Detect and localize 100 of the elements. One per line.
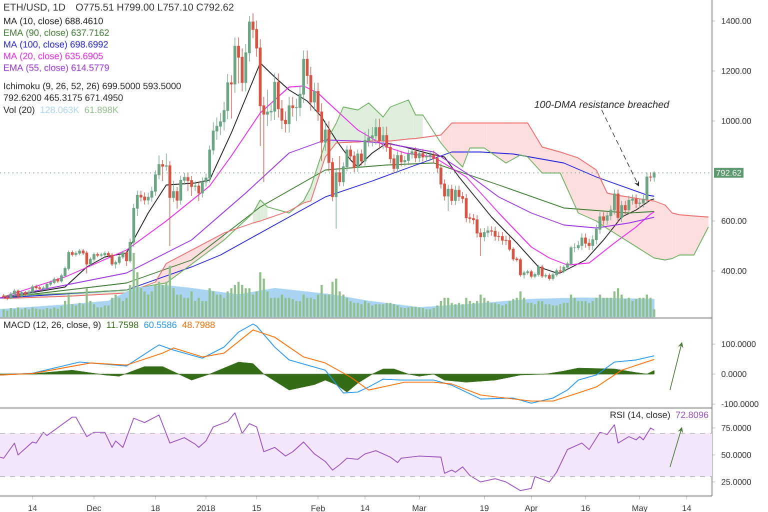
bar xyxy=(104,305,106,317)
bar xyxy=(208,288,211,317)
bar xyxy=(472,302,475,317)
bar xyxy=(118,298,120,317)
candlestick xyxy=(540,264,544,278)
text: 11.7598 xyxy=(106,322,138,328)
candlestick xyxy=(172,180,175,202)
candlestick xyxy=(378,118,381,150)
candlestick xyxy=(110,252,114,266)
y-tick-label: 1400.00 xyxy=(722,18,752,24)
y-tick-label: 1200.00 xyxy=(722,68,752,74)
bar xyxy=(302,294,305,317)
bar xyxy=(508,300,511,317)
bar xyxy=(219,294,222,317)
bar xyxy=(631,300,634,317)
bar xyxy=(78,302,81,317)
bar xyxy=(559,304,562,317)
bar xyxy=(454,304,456,317)
bar xyxy=(50,308,52,317)
bar xyxy=(498,304,500,317)
candlestick xyxy=(168,160,172,246)
bar xyxy=(180,294,182,317)
x-tick-label: 15 xyxy=(252,505,261,512)
y-tick-label: 400.00 xyxy=(721,268,746,274)
candlestick xyxy=(194,181,197,192)
bar xyxy=(16,307,20,317)
candlestick xyxy=(620,200,624,222)
y-tick-label: 50.0000 xyxy=(722,452,752,458)
bar xyxy=(31,307,34,317)
text: 61.898K xyxy=(84,106,118,114)
candlestick xyxy=(197,181,200,202)
bar xyxy=(216,294,218,317)
bar xyxy=(552,305,554,317)
candlestick xyxy=(634,194,638,208)
candlestick xyxy=(92,252,96,262)
x-tick-label: 14 xyxy=(28,505,37,511)
bar xyxy=(35,308,38,317)
y-tick-label: 25.0000 xyxy=(722,479,752,485)
bar xyxy=(96,307,99,317)
x-tick-label: 18 xyxy=(151,505,160,512)
bar xyxy=(198,298,200,317)
candlestick xyxy=(570,245,572,266)
bar xyxy=(386,302,388,317)
candlestick xyxy=(24,290,27,297)
bar xyxy=(360,304,363,317)
bar xyxy=(414,306,417,317)
bar xyxy=(212,291,214,317)
candlestick xyxy=(338,156,342,187)
bar xyxy=(584,300,587,317)
bar xyxy=(534,304,536,317)
bar xyxy=(53,307,56,317)
bar xyxy=(544,304,547,317)
candlestick xyxy=(537,264,540,277)
candlestick xyxy=(291,96,294,117)
candlestick xyxy=(382,126,385,150)
text: MA (10, close) 688.4610 xyxy=(4,18,103,26)
bar xyxy=(143,291,146,317)
bar xyxy=(646,294,648,317)
candlestick xyxy=(288,96,291,133)
candlestick xyxy=(418,148,421,163)
candlestick xyxy=(458,185,460,202)
bar xyxy=(259,272,262,317)
bar xyxy=(10,308,12,317)
bar xyxy=(530,302,532,317)
candlestick xyxy=(406,149,410,166)
bar xyxy=(519,291,522,317)
candlestick xyxy=(522,270,526,279)
candlestick xyxy=(234,37,236,94)
bar xyxy=(404,308,406,317)
bar xyxy=(42,309,44,317)
candlestick xyxy=(9,292,12,300)
candlestick xyxy=(103,251,106,258)
bar xyxy=(122,300,124,317)
bar xyxy=(574,298,576,317)
bar xyxy=(295,300,298,317)
candlestick xyxy=(125,250,128,266)
bar xyxy=(562,302,565,317)
candlestick xyxy=(646,172,648,204)
y-tick-label: -100.0000 xyxy=(722,401,758,408)
bar xyxy=(368,302,370,317)
bar xyxy=(288,298,290,317)
x-tick-label: Feb xyxy=(312,505,325,512)
bar xyxy=(292,299,294,317)
chart-title: MACD (12, 26, close, 9) xyxy=(4,321,101,330)
bar xyxy=(132,252,135,317)
candlestick xyxy=(544,273,548,278)
candlestick xyxy=(313,82,316,112)
y-tick-label: 600.00 xyxy=(722,218,746,224)
bar xyxy=(649,298,652,317)
candlestick xyxy=(100,252,103,258)
candlestick xyxy=(161,160,164,182)
candlestick xyxy=(482,228,486,242)
bar xyxy=(465,298,468,317)
candlestick xyxy=(421,148,424,162)
candlestick xyxy=(70,250,74,257)
candlestick xyxy=(490,226,493,236)
bar xyxy=(114,294,117,317)
bar xyxy=(6,310,8,317)
bar xyxy=(13,309,16,317)
bar xyxy=(20,309,23,317)
